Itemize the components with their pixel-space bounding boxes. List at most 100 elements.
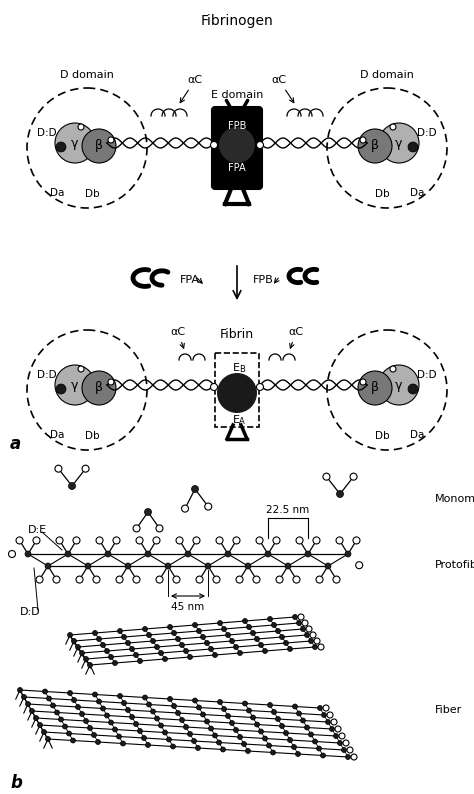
Circle shape [212, 733, 218, 738]
Text: Fibrinogen: Fibrinogen [201, 14, 273, 28]
Circle shape [221, 626, 227, 631]
Circle shape [201, 634, 206, 639]
Circle shape [327, 712, 333, 718]
Circle shape [263, 649, 267, 653]
Circle shape [158, 723, 164, 728]
Circle shape [256, 141, 264, 148]
Text: A: A [239, 418, 245, 426]
Circle shape [245, 563, 251, 569]
Circle shape [191, 485, 199, 492]
Circle shape [216, 537, 223, 544]
Circle shape [302, 620, 308, 626]
Circle shape [176, 537, 183, 544]
Circle shape [78, 124, 84, 130]
Text: E domain: E domain [211, 90, 263, 100]
Circle shape [158, 650, 164, 656]
Circle shape [246, 749, 250, 754]
Circle shape [56, 384, 66, 394]
Circle shape [175, 637, 181, 642]
Circle shape [301, 718, 306, 723]
Circle shape [34, 715, 38, 720]
Circle shape [275, 716, 281, 722]
Circle shape [353, 537, 360, 544]
Circle shape [121, 700, 127, 706]
Circle shape [193, 537, 200, 544]
Circle shape [88, 726, 92, 730]
Circle shape [155, 645, 159, 649]
Text: 45 nm: 45 nm [172, 602, 205, 612]
Circle shape [219, 127, 255, 163]
Circle shape [273, 537, 280, 544]
Circle shape [304, 633, 310, 638]
Circle shape [243, 701, 247, 706]
Circle shape [108, 379, 114, 385]
Circle shape [218, 700, 222, 704]
Circle shape [100, 706, 106, 711]
Circle shape [91, 733, 97, 738]
Circle shape [121, 634, 127, 639]
Circle shape [9, 550, 16, 557]
Circle shape [390, 366, 396, 372]
Circle shape [165, 563, 171, 569]
Circle shape [88, 662, 92, 668]
Circle shape [205, 563, 211, 569]
Circle shape [85, 563, 91, 569]
Circle shape [272, 622, 276, 627]
Circle shape [180, 718, 184, 723]
Circle shape [305, 551, 311, 557]
Text: Da: Da [50, 430, 64, 440]
Circle shape [204, 719, 210, 724]
Circle shape [80, 650, 84, 656]
Circle shape [209, 646, 213, 652]
Text: Da: Da [410, 188, 424, 198]
Circle shape [78, 366, 84, 372]
Text: αC: αC [171, 327, 185, 349]
Circle shape [204, 641, 210, 646]
Circle shape [163, 657, 167, 661]
Circle shape [220, 747, 226, 752]
Circle shape [265, 551, 271, 557]
Circle shape [183, 724, 189, 730]
Circle shape [323, 473, 330, 480]
Circle shape [71, 738, 75, 743]
Circle shape [341, 747, 346, 753]
Circle shape [155, 716, 159, 721]
Circle shape [288, 646, 292, 652]
Circle shape [83, 657, 89, 661]
Text: αC: αC [272, 75, 294, 102]
Circle shape [280, 723, 284, 729]
Circle shape [234, 727, 238, 733]
Circle shape [209, 726, 213, 731]
Circle shape [172, 630, 176, 635]
Circle shape [255, 722, 259, 727]
Circle shape [267, 616, 273, 622]
Text: β: β [371, 381, 379, 395]
Circle shape [27, 330, 147, 450]
Circle shape [210, 384, 218, 391]
Text: FPB: FPB [253, 275, 274, 285]
Circle shape [76, 576, 83, 583]
Circle shape [156, 576, 163, 583]
Circle shape [309, 732, 313, 737]
Circle shape [256, 384, 264, 391]
Circle shape [18, 688, 22, 692]
Circle shape [188, 654, 192, 660]
Circle shape [312, 739, 318, 744]
Circle shape [73, 537, 80, 544]
Circle shape [58, 717, 64, 722]
Text: γ: γ [71, 137, 79, 149]
Text: β: β [371, 140, 379, 152]
Circle shape [129, 715, 135, 719]
Text: D:D: D:D [37, 128, 57, 138]
Circle shape [297, 711, 301, 716]
Circle shape [56, 537, 63, 544]
Circle shape [133, 576, 140, 583]
Circle shape [25, 551, 31, 557]
Circle shape [310, 632, 316, 638]
Circle shape [250, 715, 255, 720]
Circle shape [104, 713, 109, 718]
Circle shape [113, 537, 120, 544]
Text: D:E: D:E [28, 525, 47, 535]
Circle shape [146, 633, 152, 638]
Text: β: β [95, 140, 103, 152]
